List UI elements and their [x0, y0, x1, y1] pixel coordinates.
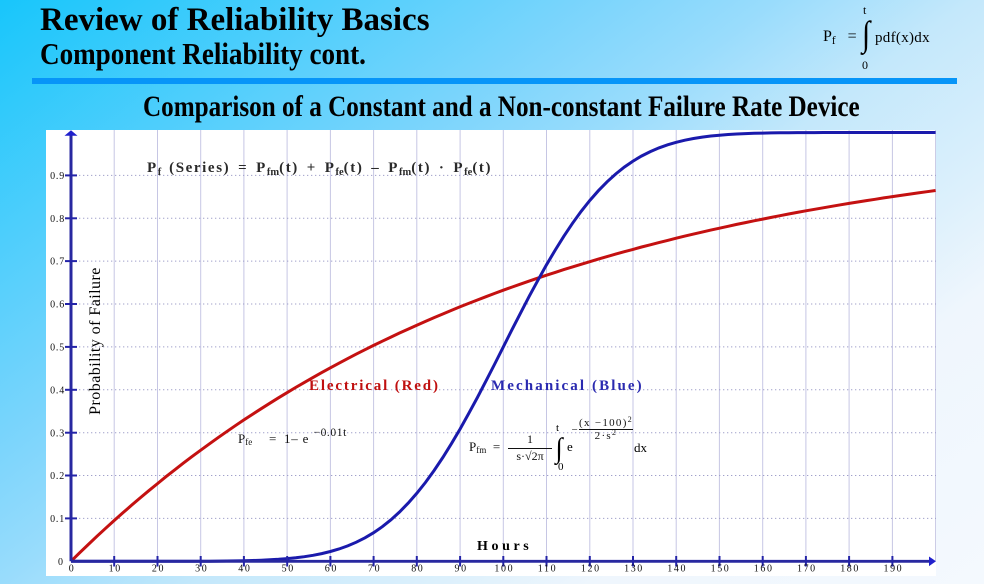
- svg-text:0.7: 0.7: [50, 257, 65, 268]
- svg-text:90: 90: [454, 564, 467, 575]
- svg-text:0: 0: [69, 564, 76, 575]
- svg-text:20: 20: [152, 564, 165, 575]
- svg-text:190: 190: [883, 564, 903, 575]
- svg-text:0.1: 0.1: [50, 514, 65, 525]
- svg-text:50: 50: [282, 564, 295, 575]
- svg-text:110: 110: [538, 564, 557, 575]
- svg-text:0.6: 0.6: [50, 300, 65, 311]
- svg-text:0.3: 0.3: [50, 428, 65, 439]
- svg-text:180: 180: [840, 564, 860, 575]
- svg-text:0.8: 0.8: [50, 214, 65, 225]
- svg-text:100: 100: [494, 564, 514, 575]
- svg-text:80: 80: [411, 564, 424, 575]
- svg-text:70: 70: [368, 564, 381, 575]
- svg-text:140: 140: [667, 564, 687, 575]
- svg-text:120: 120: [581, 564, 601, 575]
- svg-text:0.2: 0.2: [50, 471, 65, 482]
- svg-text:10: 10: [109, 564, 122, 575]
- svg-text:150: 150: [711, 564, 731, 575]
- svg-text:130: 130: [624, 564, 644, 575]
- svg-text:170: 170: [797, 564, 817, 575]
- svg-text:0.4: 0.4: [50, 385, 65, 396]
- svg-text:160: 160: [754, 564, 774, 575]
- svg-text:0.9: 0.9: [50, 171, 65, 182]
- svg-text:0: 0: [58, 557, 63, 568]
- svg-text:30: 30: [195, 564, 208, 575]
- svg-text:40: 40: [238, 564, 251, 575]
- svg-text:0.5: 0.5: [50, 343, 65, 354]
- svg-text:60: 60: [325, 564, 338, 575]
